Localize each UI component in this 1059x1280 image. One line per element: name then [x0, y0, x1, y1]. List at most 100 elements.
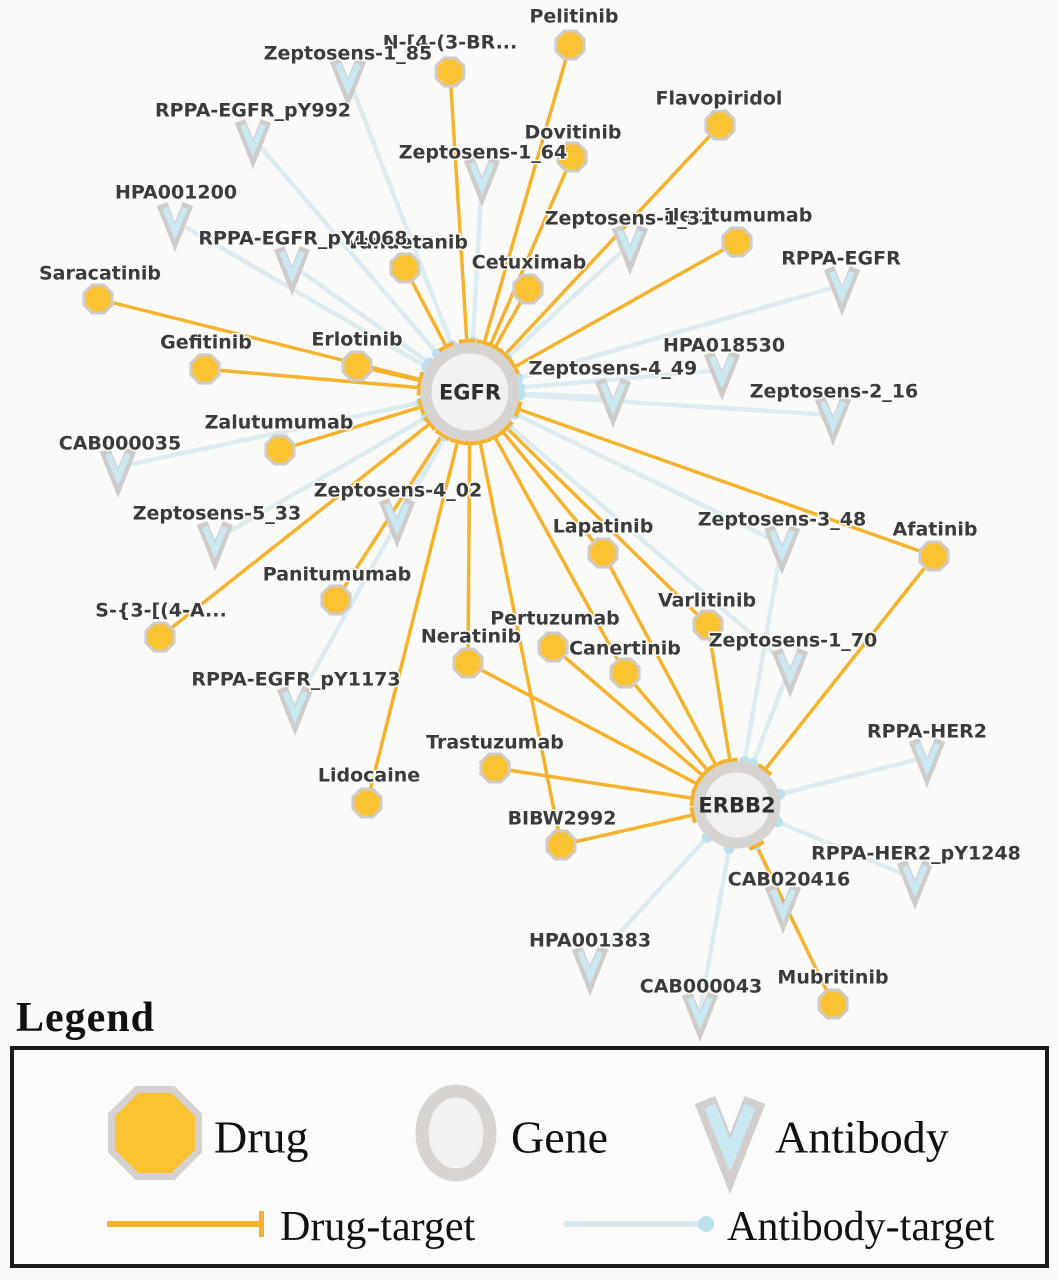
- antibody-node-zeptosens-5-33[interactable]: [196, 520, 234, 572]
- antibody-target-edge: [506, 422, 792, 669]
- edge-tee-marker: [508, 359, 521, 375]
- antibody-chevron-fill: [384, 502, 410, 536]
- drug-node-zalutumumab[interactable]: [264, 434, 296, 466]
- drug-node-varlitinib[interactable]: [692, 609, 724, 641]
- antibody-chevron-fill: [600, 382, 626, 416]
- drug-node-neratinib[interactable]: [452, 647, 484, 679]
- drug-node-pelitinib[interactable]: [554, 29, 586, 61]
- drug-node-gefitinib[interactable]: [189, 353, 221, 385]
- drug-target-edge: [517, 407, 935, 558]
- drug-node-flavopiridol[interactable]: [704, 109, 736, 141]
- drug-node-cetuximab[interactable]: [512, 273, 544, 305]
- antibody-target-edge: [251, 136, 440, 356]
- drug-node-panitumumab[interactable]: [320, 584, 352, 616]
- node-label: Erlotinib: [311, 329, 402, 351]
- antibody-chevron-fill: [777, 652, 803, 686]
- antibody-node-zeptosens-1-85[interactable]: [329, 57, 367, 109]
- antibody-node-rppa-egfr-py1068[interactable]: [273, 245, 311, 297]
- drug-target-edge: [505, 426, 710, 627]
- antibody-node-hpa001383[interactable]: [571, 945, 609, 997]
- edge-tee-marker: [499, 420, 514, 435]
- drug-node-lapatinib[interactable]: [587, 537, 619, 569]
- node-label: Zeptosens-2_16: [750, 381, 918, 403]
- drug-node-bibw2992[interactable]: [545, 829, 577, 861]
- antibody-target-edge: [505, 242, 632, 360]
- drug-target-edge: [488, 156, 574, 346]
- edge-tee-marker: [487, 341, 503, 354]
- node-label: Zeptosens-4_02: [314, 480, 482, 502]
- gene-node-erbb2[interactable]: [693, 761, 781, 849]
- drug-target-edge: [482, 44, 572, 344]
- antibody-node-zeptosens-3-48[interactable]: [763, 524, 801, 576]
- node-label: Gefitinib: [160, 332, 252, 354]
- drug-target-edge: [365, 441, 460, 804]
- drug-node-lidocaine[interactable]: [351, 787, 383, 819]
- antibody-target-edge: [345, 76, 455, 347]
- node-label: BIBW2992: [508, 808, 617, 830]
- drug-node-erlotinib[interactable]: [341, 350, 373, 382]
- drug-target-edge: [494, 766, 693, 800]
- node-label: Trastuzumab: [426, 732, 564, 754]
- antibody-legend-label: Antibody: [775, 1111, 949, 1163]
- antibody-node-rppa-egfr-py1173[interactable]: [276, 685, 314, 737]
- drug-node-necitumumab[interactable]: [721, 226, 753, 258]
- antibody-node-cab000043[interactable]: [681, 991, 719, 1043]
- node-label: Neratinib: [421, 626, 521, 648]
- antibody-node-zeptosens-1-64[interactable]: [463, 156, 501, 208]
- antibody-node-rppa-egfr-py992[interactable]: [234, 118, 272, 170]
- antibody-node-rppa-egfr[interactable]: [823, 265, 861, 317]
- gene-node-egfr[interactable]: [420, 342, 520, 442]
- antibody-node-hpa018530[interactable]: [703, 350, 741, 402]
- node-label: RPPA-EGFR: [781, 248, 901, 270]
- antibody-chevron-fill: [902, 864, 928, 898]
- node-label: Zeptosens-1_70: [709, 630, 877, 652]
- drug-target-edge: [601, 552, 718, 767]
- node-label: Pelitinib: [529, 6, 618, 28]
- antibody-target-edges: [117, 76, 928, 1012]
- antibody-chevron-fill: [577, 950, 603, 984]
- antibody-chevron-fill: [820, 400, 846, 434]
- drug-target-edge: [493, 435, 627, 674]
- node-label: Mubritinib: [777, 967, 888, 989]
- drug-node-canertinib[interactable]: [609, 657, 641, 689]
- antibody-target-edge: [293, 434, 448, 707]
- drug-node-dovitinib[interactable]: [556, 141, 588, 173]
- edge-tee-marker: [689, 806, 697, 824]
- antibody-node-rppa-her2[interactable]: [908, 737, 946, 789]
- antibody-chevron-fill: [709, 355, 735, 389]
- gene-label-egfr: EGFR: [439, 380, 501, 404]
- drug-node-s-3-4-a[interactable]: [144, 621, 176, 653]
- node-label: HPA001383: [529, 930, 651, 952]
- antibody-node-zeptosens-2-16[interactable]: [814, 395, 852, 447]
- edge-tee-marker: [458, 338, 475, 344]
- gene-legend-icon: [415, 1084, 497, 1182]
- drug-node-trastuzumab[interactable]: [479, 752, 511, 784]
- antibody-node-zeptosens-4-49[interactable]: [594, 377, 632, 429]
- legend-title: Legend: [16, 995, 156, 1041]
- drug-node-vandetanib[interactable]: [389, 252, 421, 284]
- drug-node-saracatinib[interactable]: [82, 283, 114, 315]
- antibody-target-edge: [776, 819, 916, 882]
- legend-box: Drug Gene Antibody Drug-target Antibody-…: [10, 1046, 1049, 1268]
- antibody-node-zeptosens-4-02[interactable]: [378, 497, 416, 549]
- node-label: Canertinib: [569, 638, 681, 660]
- drug-node-mubritinib[interactable]: [817, 988, 849, 1020]
- drug-node-afatinib[interactable]: [918, 540, 950, 572]
- antibody-node-hpa001200[interactable]: [156, 201, 194, 253]
- antibody-target-edge: [519, 392, 834, 418]
- gene-legend-label: Gene: [511, 1111, 609, 1163]
- antibody-node-rppa-her2-py1248[interactable]: [896, 859, 934, 911]
- drug-target-edge-swatch: [107, 1221, 259, 1227]
- drug-target-edge: [551, 645, 704, 778]
- antibody-node-zeptosens-1-31[interactable]: [611, 224, 649, 276]
- drug-node-n-4-3-br[interactable]: [434, 56, 466, 88]
- drug-node-pertuzumab[interactable]: [537, 631, 569, 663]
- antibody-chevron-fill: [162, 206, 188, 240]
- edge-tee-marker: [416, 372, 425, 389]
- antibody-node-zeptosens-1-70[interactable]: [771, 647, 809, 699]
- node-label: Lidocaine: [318, 765, 420, 787]
- antibody-target-edge: [517, 282, 843, 381]
- antibody-node-cab020416[interactable]: [764, 883, 802, 935]
- antibody-node-cab000035[interactable]: [99, 447, 137, 499]
